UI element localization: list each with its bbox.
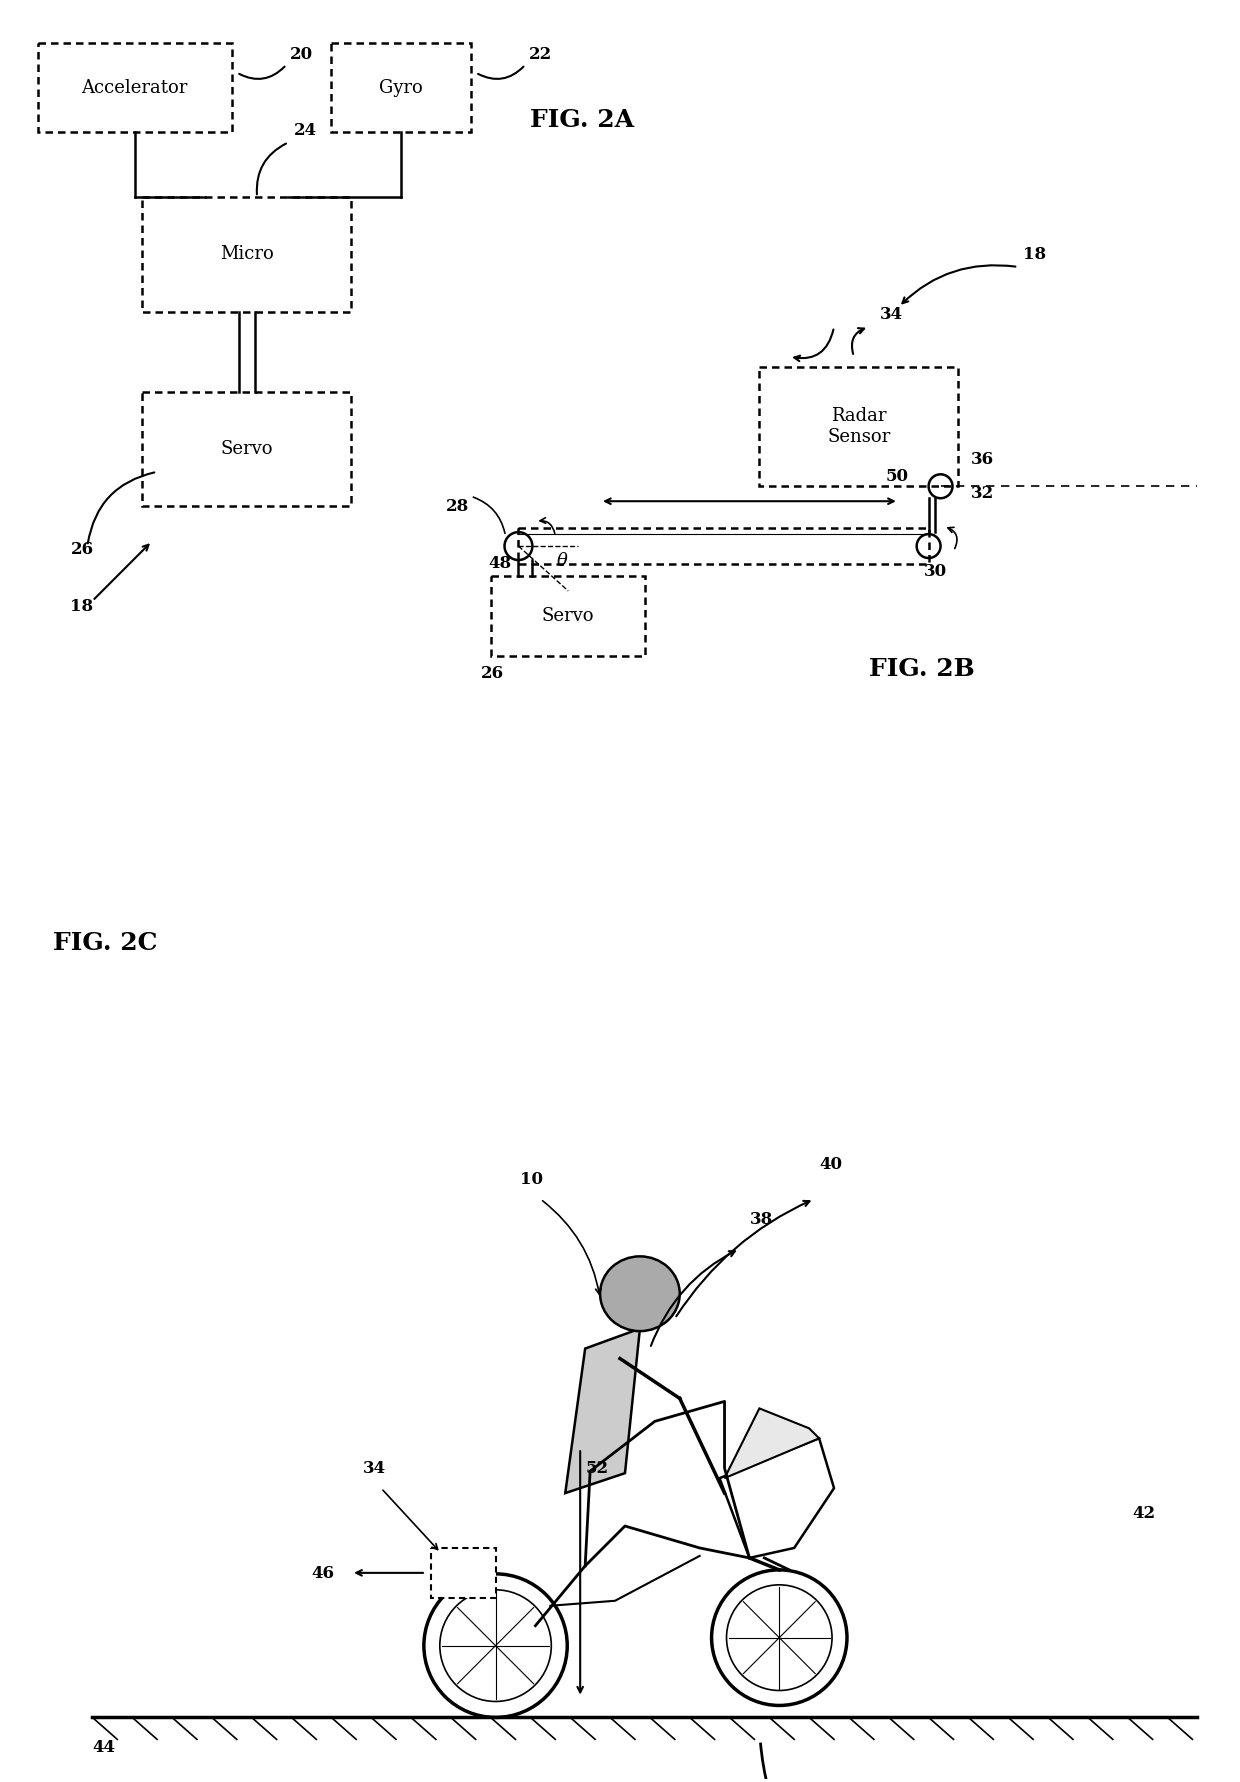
Text: 24: 24 <box>294 123 316 139</box>
Bar <box>143 392 351 506</box>
Bar <box>759 367 959 486</box>
Text: Micro: Micro <box>219 246 274 264</box>
Bar <box>331 43 471 132</box>
Text: FIG. 2B: FIG. 2B <box>869 658 975 681</box>
Polygon shape <box>724 1408 820 1477</box>
Bar <box>143 198 351 312</box>
Text: 30: 30 <box>924 563 947 579</box>
Text: FIG. 2A: FIG. 2A <box>531 109 635 132</box>
Text: 28: 28 <box>446 499 469 515</box>
Ellipse shape <box>600 1256 680 1331</box>
Text: Accelerator: Accelerator <box>82 78 188 96</box>
Text: FIG. 2C: FIG. 2C <box>52 930 157 955</box>
Text: 44: 44 <box>92 1739 115 1757</box>
Text: 48: 48 <box>489 554 512 572</box>
Text: 32: 32 <box>971 485 993 503</box>
Text: 34: 34 <box>363 1459 387 1477</box>
Polygon shape <box>565 1329 640 1493</box>
Polygon shape <box>719 1438 835 1557</box>
Bar <box>518 527 929 565</box>
Text: Gyro: Gyro <box>379 78 423 96</box>
Bar <box>37 43 232 132</box>
Text: 26: 26 <box>481 665 503 683</box>
Text: 40: 40 <box>820 1157 842 1173</box>
Bar <box>430 1549 496 1598</box>
Text: 46: 46 <box>311 1565 335 1582</box>
Bar <box>491 576 645 656</box>
Text: 10: 10 <box>521 1171 543 1189</box>
Text: 18: 18 <box>1023 246 1047 264</box>
Text: 50: 50 <box>885 469 909 485</box>
Text: 22: 22 <box>528 46 552 62</box>
Text: 42: 42 <box>1132 1506 1156 1522</box>
Text: Servo: Servo <box>221 440 273 458</box>
Text: Radar
Sensor: Radar Sensor <box>827 406 890 446</box>
Text: 38: 38 <box>749 1212 773 1228</box>
Text: 34: 34 <box>880 307 903 323</box>
Text: 26: 26 <box>71 542 93 558</box>
Text: 36: 36 <box>971 451 993 469</box>
Text: 18: 18 <box>71 599 93 615</box>
Text: Servo: Servo <box>542 608 594 625</box>
Text: 52: 52 <box>585 1459 609 1477</box>
Text: 20: 20 <box>289 46 312 62</box>
Text: θ: θ <box>557 552 567 570</box>
